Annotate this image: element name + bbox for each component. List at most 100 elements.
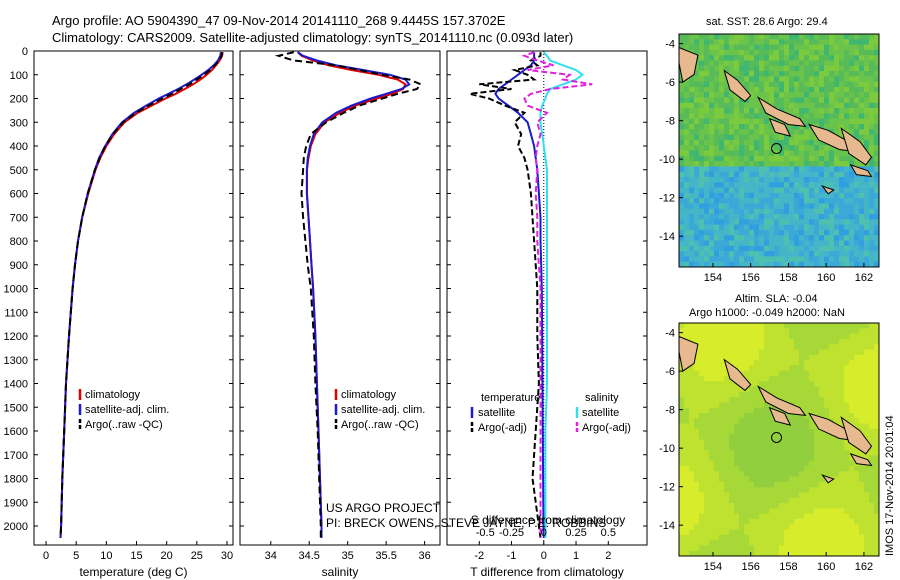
map-cell [739,487,745,493]
map-cell [869,129,875,136]
map-cell [859,102,865,109]
map-cell [799,108,805,114]
map-cell [819,323,825,329]
map-cell [764,171,770,178]
map-cell [799,381,805,387]
map-cell [714,455,720,462]
map-cell [854,113,860,120]
map-cell [819,338,825,345]
map-cell [754,192,760,199]
map-cell [749,182,755,188]
map-cell [854,124,860,130]
map-cell [704,81,710,88]
map-cell [709,166,715,173]
map-cell [834,465,840,472]
map-cell [694,333,700,340]
map-cell [814,370,820,377]
map-cell [679,76,685,83]
map-cell [764,86,770,93]
map-cell [799,224,805,231]
map-cell [724,65,730,72]
map-cell [849,529,855,536]
map-cell [844,219,850,226]
map-cell [699,187,705,194]
map-cell [684,192,690,199]
map-cell [689,375,695,382]
map-cell [829,256,835,263]
map-cell [729,550,735,557]
map-cell [804,124,810,130]
map-cell [714,460,720,467]
map-cell [714,370,720,377]
map-cell [869,513,875,520]
map-cell [709,481,715,488]
map-cell [714,518,720,525]
map-cell [829,524,835,530]
map-cell [704,545,710,552]
map-cell [804,161,810,167]
map-cell [694,460,700,467]
map-cell [759,76,765,83]
map-cell [749,102,755,109]
map-cell [684,428,690,435]
map-cell [764,323,770,329]
map-cell [864,391,870,398]
map-cell [744,423,750,430]
map-cell [839,381,845,387]
map-cell [694,261,700,268]
map-cell [714,261,720,268]
map-cell [714,39,720,45]
map-cell [864,407,870,414]
map-cell [679,166,685,173]
map-cell [719,113,725,120]
map-cell [729,450,735,456]
map-cell [774,545,780,552]
map-cell [729,386,735,393]
map-cell [864,508,870,515]
map-cell [814,503,820,509]
map-cell [689,176,695,183]
map-cell [859,139,865,146]
depth-tick-label: 300 [10,117,28,129]
map-cell [789,49,795,56]
map-cell [794,76,800,83]
map-cell [874,113,880,120]
map-cell [874,439,880,446]
map-cell [869,198,875,204]
map-cell [839,55,845,61]
map-cell [799,76,805,83]
map-cell [789,76,795,83]
map-cell [809,198,815,204]
map-cell [734,44,740,51]
map-cell [724,171,730,178]
map-cell [754,471,760,477]
map-cell [689,444,695,451]
map-cell [694,540,700,546]
map-cell [744,397,750,403]
map-cell [784,434,790,440]
map-cell [814,391,820,398]
map-cell [759,518,765,525]
map-cell [834,129,840,136]
map-cell [729,198,735,204]
map-cell [729,476,735,483]
map-cell [859,508,865,515]
map-cell [749,44,755,51]
map-cell [724,203,730,210]
map-cell [794,134,800,141]
map-cell [794,208,800,215]
map-cell [799,92,805,98]
map-cell [869,34,875,40]
map-cell [864,86,870,93]
map-cell [819,187,825,194]
map-cell [789,349,795,356]
map-cell [774,161,780,167]
map-cell [794,370,800,377]
map-cell [854,65,860,72]
map-cell [709,55,715,61]
map-cell [694,155,700,162]
map-cell [799,391,805,398]
map-cell [839,113,845,120]
map-cell [714,145,720,151]
map-cell [854,481,860,488]
